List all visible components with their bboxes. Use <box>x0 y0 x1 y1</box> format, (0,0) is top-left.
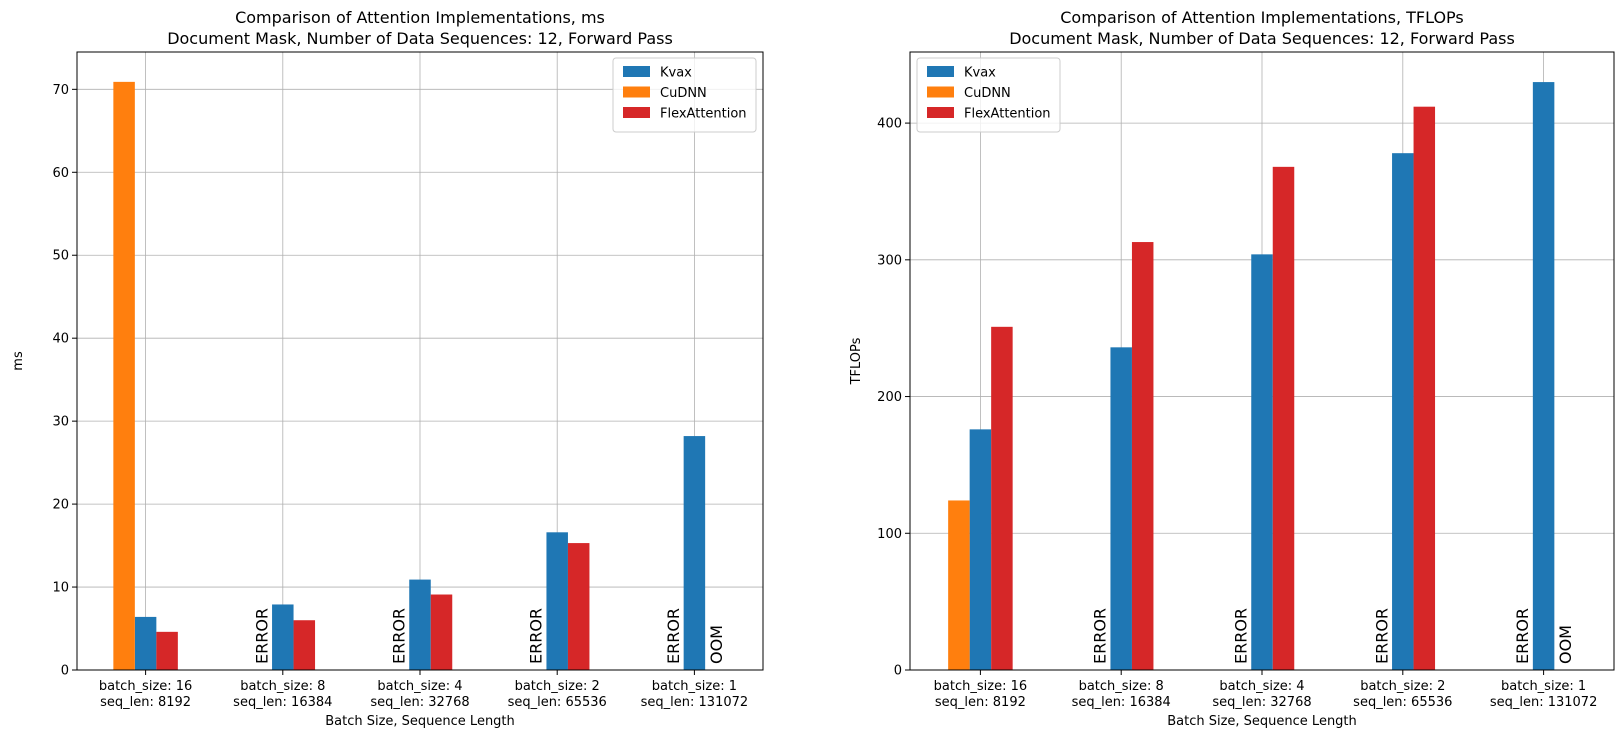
x-tick-label-line1: batch_size: 8 <box>240 679 325 694</box>
y-tick-label: 40 <box>52 332 69 347</box>
annotation-error: ERROR <box>1372 608 1391 664</box>
bar-flexattention-3 <box>567 543 590 670</box>
x-tick-label-line1: batch_size: 2 <box>1360 679 1445 694</box>
legend-label-flexattention: FlexAttention <box>660 107 747 122</box>
bar-kvax-3 <box>546 532 568 670</box>
bar-kvax-3 <box>1392 153 1414 670</box>
annotation-error: ERROR <box>390 608 409 664</box>
x-tick-label-line2: seq_len: 16384 <box>233 695 332 710</box>
x-tick-label-line2: seq_len: 32768 <box>1212 695 1311 710</box>
x-tick-label-line1: batch_size: 4 <box>377 679 462 694</box>
bar-flexattention-3 <box>1413 106 1436 671</box>
legend-label-flexattention: FlexAttention <box>964 107 1051 122</box>
bar-kvax-1 <box>272 604 294 670</box>
x-tick-label-line2: seq_len: 32768 <box>370 695 469 710</box>
y-axis-label: ms <box>11 351 26 371</box>
annotation-error: ERROR <box>252 608 271 664</box>
x-tick-label-line2: seq_len: 8192 <box>100 695 191 710</box>
bar-flexattention-2 <box>1272 166 1295 671</box>
bar-kvax-4 <box>683 436 706 670</box>
y-tick-label: 60 <box>52 166 69 181</box>
legend-swatch-cudnn <box>927 86 954 98</box>
annotation-error: ERROR <box>527 608 546 664</box>
annotation-oom: OOM <box>1556 625 1575 664</box>
legend: Kvax CuDNN FlexAttention <box>916 57 1061 133</box>
x-tick-label-line1: batch_size: 1 <box>1501 679 1586 694</box>
x-tick-label-line2: seq_len: 65536 <box>1353 695 1452 710</box>
y-tick-label: 300 <box>877 253 902 268</box>
x-tick-label-line1: batch_size: 1 <box>652 679 737 694</box>
annotation-error: ERROR <box>664 608 683 664</box>
chart-title-line2: Document Mask, Number of Data Sequences:… <box>1009 29 1515 48</box>
x-tick-label-line1: batch_size: 8 <box>1079 679 1164 694</box>
chart-title-line2: Document Mask, Number of Data Sequences:… <box>167 29 673 48</box>
y-tick-label: 30 <box>52 415 69 430</box>
bar-kvax-1 <box>1110 347 1132 670</box>
legend-swatch-cudnn <box>623 86 650 98</box>
y-tick-label: 50 <box>52 249 69 264</box>
bar-flexattention-1 <box>1131 242 1154 670</box>
x-tick-label-line2: seq_len: 8192 <box>935 695 1026 710</box>
x-tick-label-line2: seq_len: 131072 <box>641 695 749 710</box>
y-axis-label: TFLOPs <box>849 337 864 385</box>
legend-swatch-kvax <box>623 66 650 77</box>
bar-kvax-4 <box>1532 82 1555 670</box>
legend: Kvax CuDNN FlexAttention <box>612 57 757 133</box>
x-tick-label-line2: seq_len: 16384 <box>1072 695 1171 710</box>
bar-cudnn-0 <box>113 81 135 670</box>
chart-title-line1: Comparison of Attention Implementations,… <box>1060 8 1464 27</box>
y-tick-label: 400 <box>877 117 902 132</box>
y-tick-label: 100 <box>877 527 902 542</box>
chart-tflops: ERROR ERROR ERROR ERROR OOM 0 100 200 300 400 batc… <box>849 8 1615 729</box>
y-tick-label: 20 <box>52 498 69 513</box>
bar-flexattention-0 <box>991 326 1013 670</box>
y-tick-label: 0 <box>61 664 69 679</box>
bar-flexattention-2 <box>430 594 453 670</box>
chart-ms: ERROR ERROR ERROR ERROR OOM 0 10 20 30 40 50 60 70 ba… <box>11 8 764 729</box>
annotation-oom: OOM <box>707 625 726 664</box>
x-tick-label-line1: batch_size: 2 <box>515 679 600 694</box>
y-tick-label: 0 <box>894 664 902 679</box>
legend-label-kvax: Kvax <box>660 66 692 81</box>
legend-swatch-flexattention <box>927 107 954 118</box>
annotation-error: ERROR <box>1091 608 1110 664</box>
x-tick-label-line1: batch_size: 16 <box>99 679 192 694</box>
bar-kvax-2 <box>409 579 431 670</box>
annotation-error: ERROR <box>1232 608 1251 664</box>
legend-label-cudnn: CuDNN <box>660 86 707 101</box>
bar-kvax-0 <box>969 429 992 670</box>
bar-kvax-2 <box>1251 254 1273 670</box>
bar-flexattention-1 <box>293 620 316 670</box>
annotation-error: ERROR <box>1513 608 1532 664</box>
chart-title-line1: Comparison of Attention Implementations,… <box>235 8 605 27</box>
bar-cudnn-0 <box>948 500 970 670</box>
y-tick-label: 70 <box>52 83 69 98</box>
legend-label-kvax: Kvax <box>964 66 996 81</box>
legend-label-cudnn: CuDNN <box>964 86 1011 101</box>
bar-flexattention-0 <box>156 631 178 670</box>
x-tick-label-line1: batch_size: 16 <box>934 679 1027 694</box>
x-axis-label: Batch Size, Sequence Length <box>325 714 515 729</box>
bar-kvax-0 <box>134 616 157 670</box>
x-axis-label: Batch Size, Sequence Length <box>1167 714 1357 729</box>
x-tick-label-line1: batch_size: 4 <box>1219 679 1304 694</box>
y-tick-label: 200 <box>877 390 902 405</box>
x-tick-label-line2: seq_len: 65536 <box>508 695 607 710</box>
x-tick-label-line2: seq_len: 131072 <box>1490 695 1598 710</box>
legend-swatch-flexattention <box>623 107 650 118</box>
y-tick-label: 10 <box>52 581 69 596</box>
legend-swatch-kvax <box>927 66 954 77</box>
